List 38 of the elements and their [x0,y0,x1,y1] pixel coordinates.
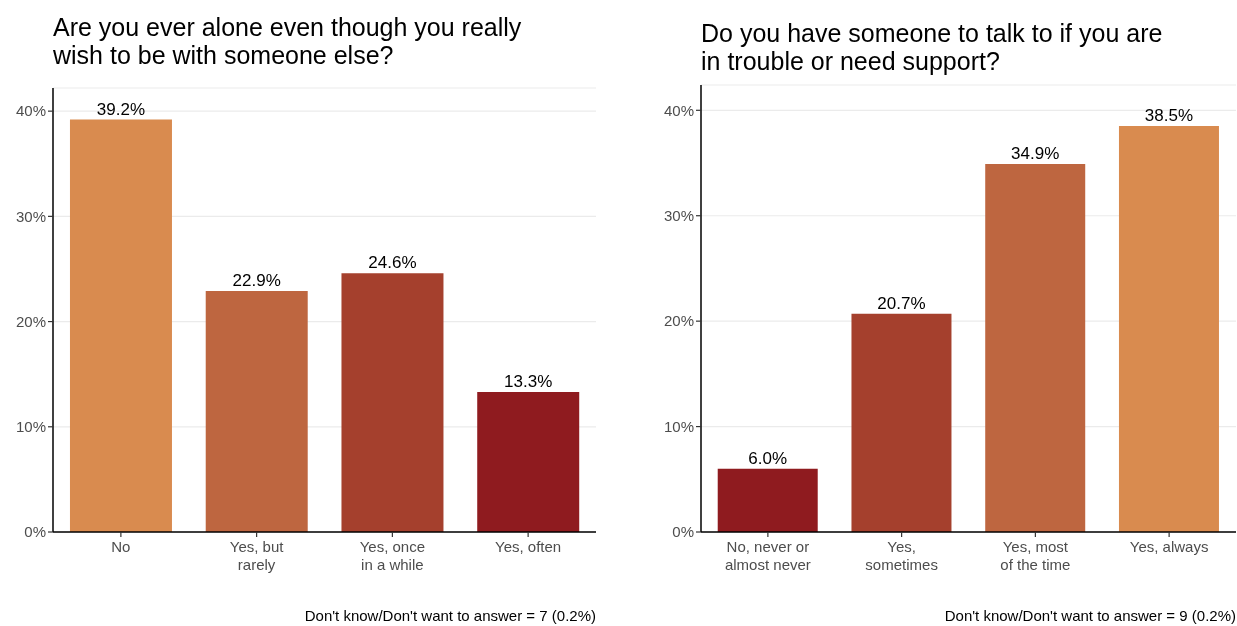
bar [985,164,1086,532]
data-label: 34.9% [1011,144,1060,164]
data-label: 13.3% [504,372,553,392]
data-label: 6.0% [748,448,788,468]
text: Don't know/Don't want to answer = 9 (0.2%) [944,607,1236,624]
data-label: 24.6% [368,253,417,273]
text: Don't know/Don't want to answer = 7 (0.2%) [304,607,596,624]
y-tick-label: 30% [663,207,694,225]
x-tick-label: Yes, always [1129,537,1209,555]
x-tick-label: Yes, but rarely [229,537,285,573]
bar [477,392,580,532]
data-label: 20.7% [877,293,926,313]
chart-title: Are you ever alone even though you really wish to be with someone else? [53,13,523,69]
bar [851,313,952,532]
bar [69,119,172,532]
x-tick-label: Yes, often [495,537,562,555]
y-tick-label: 40% [663,101,694,119]
y-tick-label: 0% [672,523,694,541]
chart-title: Do you have someone to talk to if you are in trouble or need support? [701,19,1164,75]
bar [341,273,444,532]
data-label: 39.2% [96,99,146,119]
x-tick-label: No, never or almost never [724,537,811,573]
x-tick-label: Yes, most of the time [1000,537,1071,573]
bar [1118,126,1219,532]
y-tick-label: 10% [15,418,46,436]
y-tick-label: 20% [663,312,694,330]
y-tick-label: 40% [15,102,46,120]
data-label: 22.9% [232,271,281,291]
y-tick-label: 10% [663,417,694,435]
bar [717,468,818,532]
x-tick-label: Yes, sometimes [865,537,938,573]
x-tick-label: Yes, once in a while [359,537,426,573]
y-tick-label: 20% [15,312,46,330]
y-tick-label: 30% [15,207,46,225]
y-tick-label: 0% [24,523,46,541]
bar [205,291,308,532]
x-tick-label: No [111,537,131,555]
data-label: 38.5% [1144,106,1194,126]
